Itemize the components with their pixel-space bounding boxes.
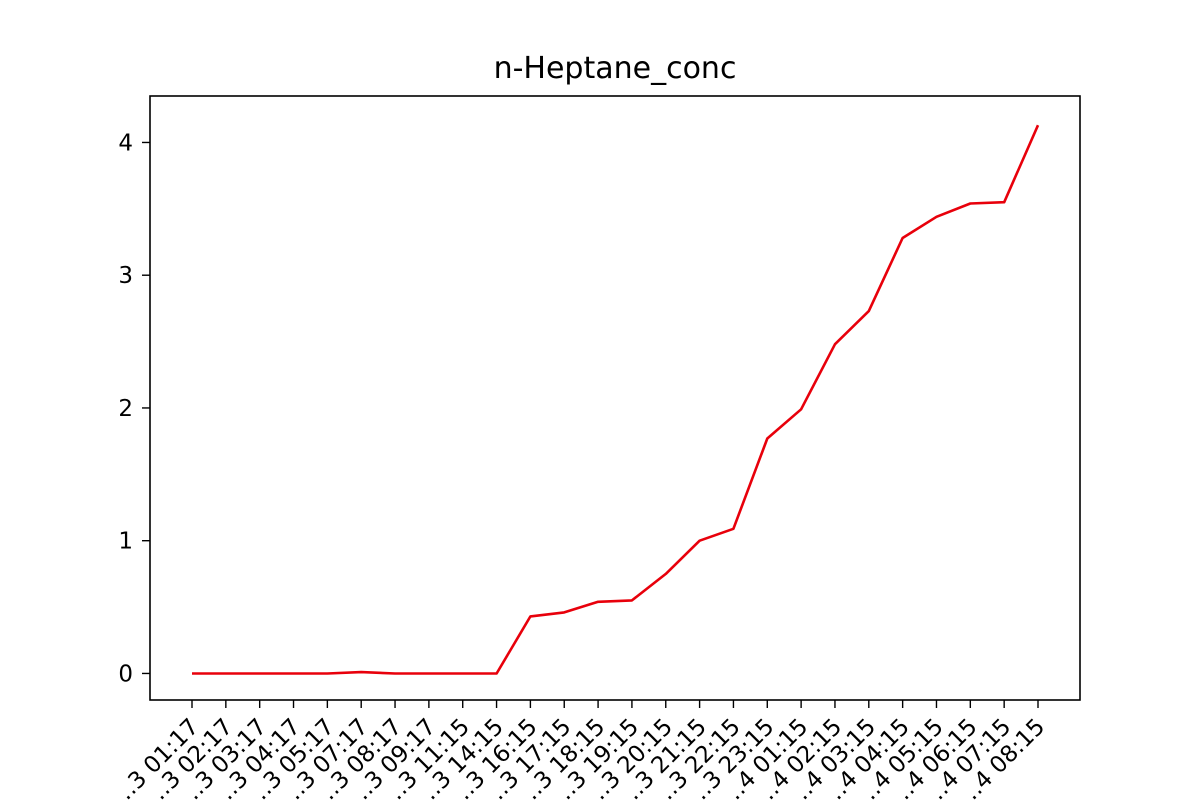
series-line-0 — [192, 124, 1040, 675]
chart-title: n-Heptane_conc — [494, 51, 737, 86]
y-tick-label: 4 — [118, 130, 133, 156]
y-tick-label: 1 — [118, 529, 133, 555]
plot-frame — [149, 95, 1081, 701]
y-tick-label: 0 — [118, 661, 133, 687]
y-tick-label: 2 — [118, 396, 133, 422]
y-tick-label: 3 — [118, 263, 133, 289]
